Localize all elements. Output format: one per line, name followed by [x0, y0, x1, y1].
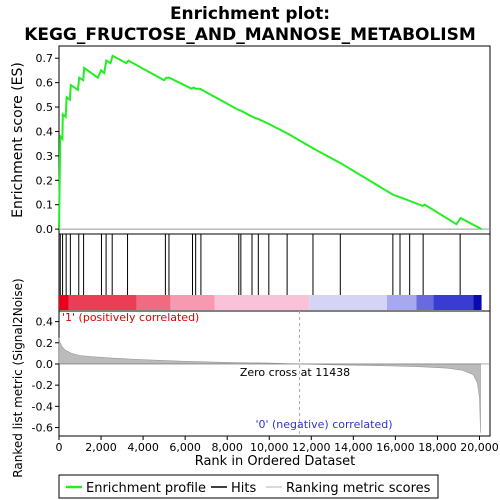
axes: 0.0 0.1 0.2 0.3 0.4 0.5 0.6 0.7 0.4 0.2 0.0 -0.2 -0.… — [32, 52, 499, 454]
heatmap-band — [170, 295, 215, 310]
chart-title-line2: KEGG_FRUCTOSE_AND_MANNOSE_METABOLISM — [24, 25, 476, 45]
heatmap-band — [433, 295, 474, 310]
x-tick-label: 2,000 — [85, 441, 117, 454]
x-tick-label: 18,000 — [418, 441, 457, 454]
es-layer — [58, 54, 490, 230]
es-y-tick-label: 0.1 — [36, 199, 54, 212]
x-tick-label: 10,000 — [250, 441, 289, 454]
x-tick-label: 20,000 — [460, 441, 499, 454]
enrichment-profile-line — [58, 54, 483, 230]
x-tick-label: 4,000 — [127, 441, 159, 454]
heatmap-band — [416, 295, 434, 310]
metric-layer — [58, 311, 490, 436]
x-tick-label: 6,000 — [169, 441, 201, 454]
chart-title-line1: Enrichment plot: — [170, 4, 330, 24]
heatmap-band — [473, 295, 482, 310]
legend-box — [58, 474, 439, 499]
metric-y-tick-label: -0.2 — [32, 379, 53, 392]
heatmap-bar — [59, 295, 482, 310]
es-y-tick-label: 0.5 — [36, 101, 54, 114]
negative-label: '0' (negative) correlated) — [255, 418, 392, 431]
metric-y-tick-label: 0.4 — [36, 316, 54, 329]
legend-label: Hits — [231, 481, 256, 496]
heatmap-band — [386, 295, 417, 310]
legend-label: Enrichment profile — [86, 481, 206, 496]
es-y-tick-label: 0.2 — [36, 174, 54, 187]
metric-panel — [58, 310, 491, 437]
heatmap-band — [59, 295, 69, 310]
es-y-tick-label: 0.3 — [36, 150, 54, 163]
x-tick-label: 16,000 — [376, 441, 415, 454]
es-y-tick-label: 0.0 — [36, 223, 54, 236]
es-y-tick-label: 0.7 — [36, 52, 54, 65]
x-tick-label: 8,000 — [211, 441, 243, 454]
heatmap-band — [68, 295, 137, 310]
x-tick-label: 0 — [56, 441, 63, 454]
metric-y-tick-label: 0.0 — [36, 358, 54, 371]
x-tick-label: 12,000 — [292, 441, 331, 454]
hits-layer — [59, 234, 461, 295]
metric-y-axis-label: Ranked list metric (Signal2Noise) — [11, 278, 25, 477]
heatmap-band — [309, 295, 387, 310]
legend: Enrichment profile Hits Ranking metric sco… — [66, 481, 431, 496]
heatmap-band — [136, 295, 171, 310]
metric-y-tick-label: -0.4 — [32, 400, 53, 413]
metric-y-tick-label: -0.6 — [32, 422, 53, 435]
es-panel — [58, 45, 491, 235]
ranking-metric-area — [58, 337, 481, 433]
heatmap-band — [214, 295, 310, 310]
x-tick-label: 14,000 — [334, 441, 373, 454]
x-axis-label: Rank in Ordered Dataset — [195, 454, 356, 469]
positive-label: '1' (positively correlated) — [62, 311, 199, 324]
es-y-axis-label: Enrichment score (ES) — [10, 62, 26, 218]
es-y-tick-label: 0.6 — [36, 77, 54, 90]
metric-y-tick-label: 0.2 — [36, 337, 54, 350]
es-y-tick-label: 0.4 — [36, 125, 54, 138]
zero-cross-label: Zero cross at 11438 — [240, 366, 350, 379]
legend-label: Ranking metric scores — [286, 481, 431, 496]
